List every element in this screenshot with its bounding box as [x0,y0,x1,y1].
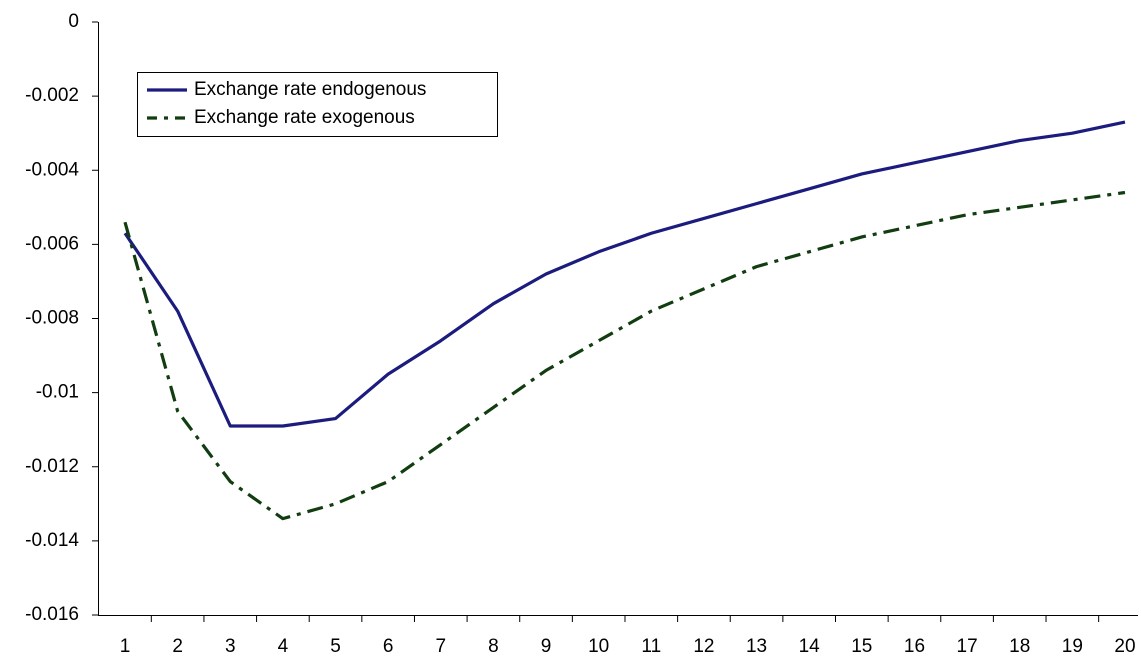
y-tick-label: -0.01 [36,382,79,403]
x-tick-label: 13 [746,636,767,657]
y-tick-label: -0.012 [25,456,79,477]
x-tick-label: 12 [693,636,714,657]
x-tick-label: 4 [278,636,289,657]
x-tick-label: 20 [1114,636,1135,657]
x-tick-label: 18 [1009,636,1030,657]
y-tick-label: 0 [68,11,79,32]
x-tick-label: 16 [904,636,925,657]
x-tick-label: 1 [120,636,131,657]
y-tick-label: -0.004 [25,159,79,180]
x-tick-label: 6 [383,636,394,657]
x-tick-label: 11 [641,636,661,657]
legend-box [137,72,498,137]
y-tick-label: -0.002 [25,85,79,106]
legend-label: Exchange rate exogenous [194,107,415,128]
series-line [123,190,1126,521]
series-line [123,120,1126,428]
x-tick-label: 7 [435,636,446,657]
y-tick-label: -0.006 [25,233,79,254]
y-tick-label: -0.016 [25,604,79,625]
x-tick-label: 8 [488,636,499,657]
x-tick-label: 9 [541,636,552,657]
x-tick-label: 10 [588,636,609,657]
x-tick-label: 5 [330,636,341,657]
x-tick-label: 19 [1062,636,1083,657]
x-tick-label: 15 [851,636,872,657]
x-tick-label: 2 [172,636,183,657]
y-tick-label: -0.014 [25,530,79,551]
x-tick-label: 14 [799,636,821,657]
x-tick-label: 3 [225,636,236,657]
x-tick-label: 17 [957,636,978,657]
legend-label: Exchange rate endogenous [194,79,426,100]
y-tick-label: -0.008 [25,308,79,329]
